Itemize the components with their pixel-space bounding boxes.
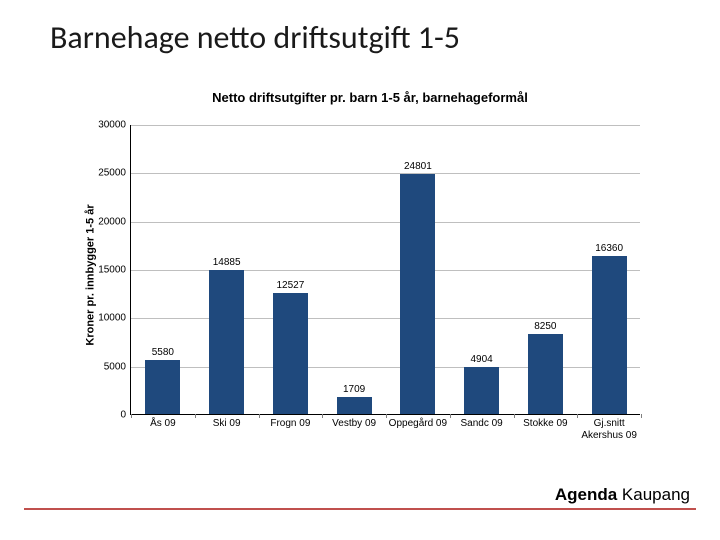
bar-value-label: 5580 [152,347,174,358]
gridline [131,222,640,223]
bar-value-label: 12527 [276,280,304,291]
bar: 1709 [337,397,372,414]
x-tick-label: Ås 09 [150,418,176,430]
bar: 12527 [273,293,308,414]
gridline [131,318,640,319]
x-tick-mark [386,414,387,418]
x-tick-mark [131,414,132,418]
y-tick-label: 20000 [98,216,131,227]
x-tick-mark [641,414,642,418]
gridline [131,270,640,271]
y-axis-label: Kroner pr. innbygger 1-5 år [85,204,97,345]
x-tick-label: Vestby 09 [332,418,376,430]
gridline [131,173,640,174]
x-tick-mark [322,414,323,418]
footer-brand: Agenda Kaupang [555,485,690,505]
x-tick-mark [577,414,578,418]
bar: 14885 [209,270,244,414]
y-tick-label: 5000 [104,361,131,372]
bar-value-label: 4904 [471,354,493,365]
x-tick-mark [450,414,451,418]
x-tick-label: Gj.snitt Akershus 09 [581,418,637,442]
bar: 24801 [400,174,435,414]
bar: 5580 [145,360,180,414]
y-tick-label: 0 [120,410,131,421]
bar: 4904 [464,367,499,414]
gridline [131,367,640,368]
x-tick-label: Ski 09 [213,418,241,430]
chart-plot-area: 0500010000150002000025000300005580Ås 091… [130,125,640,415]
bar: 8250 [528,334,563,414]
y-tick-label: 10000 [98,313,131,324]
x-tick-label: Sandc 09 [460,418,502,430]
x-tick-mark [514,414,515,418]
bar-value-label: 16360 [595,243,623,254]
x-tick-label: Oppegård 09 [389,418,447,430]
footer-brand-bold: Agenda [555,485,617,504]
x-tick-mark [195,414,196,418]
bar-value-label: 24801 [404,161,432,172]
bar-value-label: 14885 [213,257,241,268]
bar: 16360 [592,256,627,414]
slide: Barnehage netto driftsutgift 1-5 Netto d… [0,0,720,540]
y-tick-label: 25000 [98,168,131,179]
chart-title: Netto driftsutgifter pr. barn 1-5 år, ba… [90,90,650,105]
x-tick-mark [259,414,260,418]
footer-brand-rest: Kaupang [617,485,690,504]
bar-value-label: 8250 [534,321,556,332]
y-tick-label: 30000 [98,120,131,131]
gridline [131,125,640,126]
footer-divider [24,508,696,510]
chart: Netto driftsutgifter pr. barn 1-5 år, ba… [90,90,650,460]
slide-title: Barnehage netto driftsutgift 1-5 [50,18,460,57]
x-tick-label: Frogn 09 [270,418,310,430]
y-tick-label: 15000 [98,265,131,276]
bar-value-label: 1709 [343,384,365,395]
x-tick-label: Stokke 09 [523,418,567,430]
